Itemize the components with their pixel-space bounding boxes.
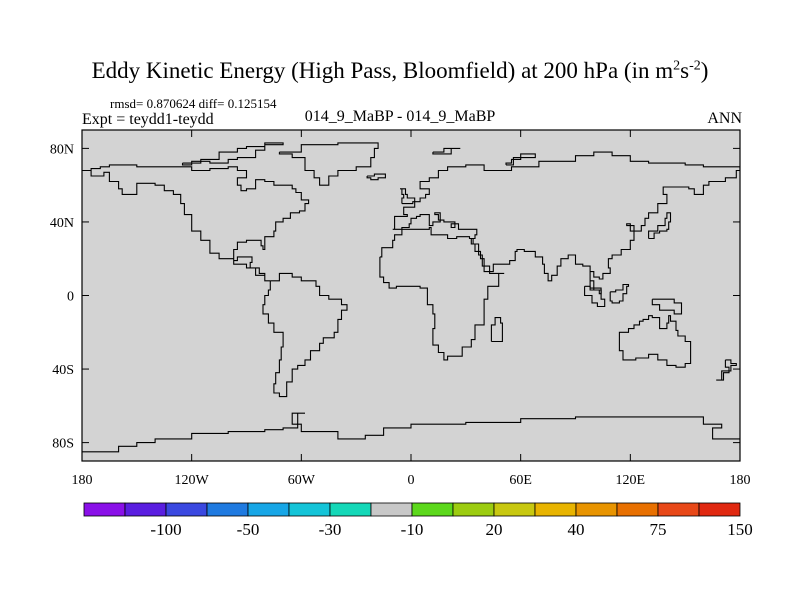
y-tick-label: 80S [52, 437, 74, 452]
coast-north-america [82, 164, 310, 282]
colorbar-swatch [247, 502, 290, 517]
x-tick-label: 60W [288, 473, 316, 488]
colorbar-swatch [165, 502, 208, 517]
coast-arctic-islands [181, 142, 284, 166]
coast-australia [618, 315, 692, 368]
coast-novaya-zemlya [505, 153, 536, 166]
season-label: ANN [707, 110, 742, 127]
colorbar-label: -30 [319, 520, 342, 539]
coast-uk [400, 188, 416, 205]
coast-antarctica [82, 412, 740, 453]
coast-new-zealand [716, 359, 737, 381]
x-tick-label: 120W [175, 473, 210, 488]
stats-line: rmsd= 0.870624 diff= 0.125154 [110, 96, 277, 111]
colorbar-swatch [411, 502, 454, 517]
coast-japan [648, 212, 672, 240]
coast-iceland [366, 173, 386, 181]
colorbar-label: -10 [401, 520, 424, 539]
colorbar-swatch [534, 502, 577, 517]
colorbar-label: -50 [237, 520, 260, 539]
coast-new-guinea [651, 298, 683, 315]
colorbar-label: 40 [568, 520, 585, 539]
colorbar-label: 75 [650, 520, 667, 539]
y-tick-label: 80N [50, 142, 74, 157]
colorbar-swatch [575, 502, 618, 517]
coast-eurasia [392, 151, 740, 295]
colorbar-swatch [83, 502, 126, 517]
colorbar-swatch [124, 502, 167, 517]
coast-south-america [262, 272, 348, 398]
y-tick-label: 40N [50, 216, 74, 231]
colorbar-swatch [329, 502, 372, 517]
colorbar-swatch [206, 502, 249, 517]
colorbar-swatch [493, 502, 536, 517]
y-tick-label: 40S [52, 363, 74, 378]
coast-greenland [278, 142, 379, 186]
expt-label: Expt = teydd1-teydd [82, 111, 214, 128]
map-area [82, 130, 740, 461]
x-tick-label: 180 [730, 473, 751, 488]
coast-madagascar [490, 317, 503, 343]
colorbar-swatch [370, 502, 413, 517]
chart-title: Eddy Kinetic Energy (High Pass, Bloomfie… [91, 58, 709, 83]
x-tick-label: 180 [72, 473, 93, 488]
coast-borneo [609, 283, 630, 304]
colorbar-swatch [288, 502, 331, 517]
x-tick-label: 60E [509, 473, 532, 488]
colorbar-swatch [698, 502, 741, 517]
colorbar-label: 150 [727, 520, 753, 539]
x-tick-label: 0 [408, 473, 415, 488]
colorbar-swatch [657, 502, 700, 517]
coast-svalbard [432, 147, 461, 155]
y-tick-label: 0 [67, 290, 74, 305]
coast-africa [379, 226, 505, 361]
experiment-id: 014_9_MaBP - 014_9_MaBP [304, 108, 496, 125]
colorbar-swatch [452, 502, 495, 517]
x-tick-label: 120E [616, 473, 646, 488]
colorbar-label: 20 [486, 520, 503, 539]
colorbar-label: -100 [150, 520, 181, 539]
colorbar-swatch [616, 502, 659, 517]
coast-sumatra [584, 285, 606, 308]
